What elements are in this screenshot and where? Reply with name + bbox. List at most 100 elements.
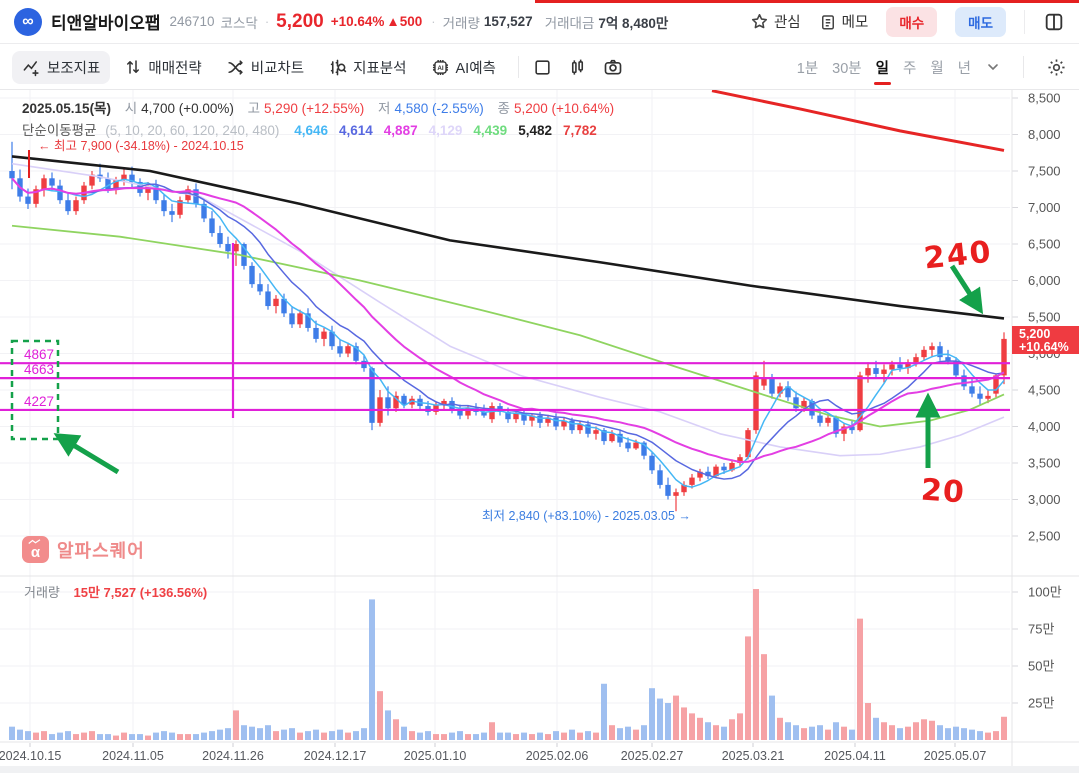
timeframe-30min[interactable]: 30분 (832, 60, 862, 77)
current-price: 5,200 (276, 10, 324, 32)
indicator-icon (22, 58, 41, 77)
stock-header: ∞ 티앤알바이오팹 246710 코스닥 · 5,200 +10.64% ▲50… (0, 0, 1079, 44)
svg-text:2025.02.27: 2025.02.27 (621, 749, 684, 763)
change-amount: ▲500 (386, 14, 423, 29)
low-value: 4,580 (-2.55%) (394, 101, 484, 116)
svg-text:2024.11.05: 2024.11.05 (102, 749, 164, 763)
svg-text:4663: 4663 (24, 362, 54, 377)
timeframe-daily[interactable]: 일 (873, 57, 892, 85)
draw-rect-icon[interactable] (527, 52, 558, 83)
svg-text:3,500: 3,500 (1028, 456, 1061, 471)
market-label: 코스닥 (220, 15, 258, 31)
svg-text:2024.12.17: 2024.12.17 (304, 749, 367, 763)
svg-text:AI: AI (437, 64, 444, 71)
toolbar-divider (1023, 56, 1024, 78)
watchlist-button[interactable]: 관심 (750, 11, 801, 32)
timeframe-1min[interactable]: 1분 (796, 60, 819, 77)
svg-text:7,500: 7,500 (1028, 164, 1061, 179)
chevron-down-icon[interactable] (985, 59, 1001, 75)
svg-text:4227: 4227 (24, 394, 54, 409)
indicator-analysis-button[interactable]: 지표분석 (318, 51, 416, 84)
indicator-button[interactable]: 보조지표 (12, 50, 111, 84)
stock-name: 티앤알바이오팹 (51, 14, 161, 33)
sell-button[interactable]: 매도 (955, 6, 1006, 37)
sma-values: 4,646 4,614 4,887 4,129 4,439 5,482 7,782 (294, 123, 597, 138)
alphasquare-logo-icon: α (22, 536, 49, 563)
low-annotation: 최저 2,840 (+83.10%) - 2025.03.05 → (482, 509, 691, 523)
chart-date: 2025.05.15(목) (22, 101, 111, 116)
volume-pane-label: 거래량 (24, 585, 60, 600)
updown-arrows-icon (124, 58, 142, 76)
alphasquare-watermark: α 알파스퀘어 (22, 536, 145, 563)
svg-text:2025.03.21: 2025.03.21 (722, 749, 785, 763)
volume-label: 거래량 (442, 15, 480, 31)
compare-icon (226, 58, 245, 77)
svg-text:25만: 25만 (1028, 696, 1054, 711)
gear-icon[interactable] (1046, 57, 1067, 78)
candle-search-icon (328, 58, 347, 77)
handwritten-240-annotation: 240 (922, 234, 995, 277)
memo-button[interactable]: 메모 (819, 11, 868, 32)
horizontal-scrollbar[interactable] (0, 766, 1079, 773)
volume-pane-header: 거래량 15만 7,527 (+136.56%) (24, 582, 207, 601)
svg-text:5,200: 5,200 (1019, 327, 1050, 341)
camera-icon[interactable] (597, 51, 629, 83)
stock-code: 246710 (169, 14, 215, 29)
hand-drawn-red-line-top (535, 0, 1079, 3)
trade-value: 7억 8,480만 (598, 15, 669, 31)
svg-text:3,000: 3,000 (1028, 492, 1061, 507)
svg-text:2024.10.15: 2024.10.15 (0, 749, 61, 763)
sma-label: 단순이동평균 (22, 123, 97, 138)
panel-toggle-icon[interactable] (1043, 11, 1065, 33)
svg-text:6,000: 6,000 (1028, 273, 1061, 288)
svg-text:4,500: 4,500 (1028, 383, 1061, 398)
ai-predict-button[interactable]: AI AI예측 (421, 51, 506, 84)
svg-text:2025.02.06: 2025.02.06 (526, 749, 589, 763)
svg-text:7,000: 7,000 (1028, 200, 1061, 215)
separator-dot: · (431, 14, 436, 29)
change-percent: +10.64% (330, 14, 385, 29)
compare-chart-button[interactable]: 비교차트 (216, 51, 314, 84)
strategy-button[interactable]: 매매전략 (114, 51, 211, 84)
stock-logo: ∞ (14, 7, 42, 36)
volume-pane-value: 15만 7,527 (+136.56%) (73, 585, 208, 600)
memo-icon (819, 13, 837, 31)
header-divider (1024, 9, 1025, 34)
watchlist-label: 관심 (773, 15, 801, 31)
svg-text:4,000: 4,000 (1028, 419, 1061, 434)
high-annotation: ← 최고 7,900 (-34.18%) - 2024.10.15 (38, 139, 244, 153)
svg-text:4867: 4867 (24, 347, 54, 362)
candle-style-icon[interactable] (562, 52, 593, 83)
toolbar-divider (517, 56, 519, 78)
sma-periods: (5, 10, 20, 60, 120, 240, 480) (105, 123, 280, 138)
timeframe-monthly[interactable]: 월 (930, 60, 944, 77)
alphasquare-text: 알파스퀘어 (57, 540, 145, 561)
star-icon (750, 12, 769, 31)
ai-chip-icon: AI (431, 58, 450, 77)
close-value: 5,200 (+10.64%) (513, 101, 615, 116)
high-value: 5,290 (+12.55%) (264, 101, 365, 116)
trade-value-label: 거래대금 (544, 15, 595, 31)
buy-button[interactable]: 매수 (886, 6, 938, 37)
timeframe-yearly[interactable]: 년 (957, 60, 971, 77)
svg-text:5,500: 5,500 (1028, 310, 1061, 325)
svg-text:50만: 50만 (1028, 659, 1054, 674)
svg-text:2024.11.26: 2024.11.26 (202, 749, 264, 763)
svg-text:2025.01.10: 2025.01.10 (404, 749, 467, 763)
timeframe-weekly[interactable]: 주 (902, 60, 917, 77)
svg-text:2025.04.11: 2025.04.11 (824, 749, 886, 763)
current-price-badge: +10.64% (1019, 340, 1069, 354)
ohlc-info-line: 2025.05.15(목) 시 4,700 (+0.00%) 고 5,290 (+1… (22, 101, 615, 116)
separator-dot: · (264, 14, 270, 29)
chart-toolbar: 보조지표 매매전략 비교차트 지표분석 (0, 45, 1079, 90)
svg-text:75만: 75만 (1028, 622, 1054, 637)
svg-text:8,000: 8,000 (1028, 127, 1061, 142)
handwritten-20-annotation: 20 (919, 472, 966, 511)
open-value: 4,700 (+0.00%) (141, 101, 234, 116)
svg-text:2025.05.07: 2025.05.07 (924, 749, 987, 763)
volume-value: 157,527 (483, 14, 533, 29)
sma-legend: 단순이동평균 (5, 10, 20, 60, 120, 240, 480) 4,… (22, 119, 597, 139)
svg-text:8,500: 8,500 (1028, 91, 1061, 106)
